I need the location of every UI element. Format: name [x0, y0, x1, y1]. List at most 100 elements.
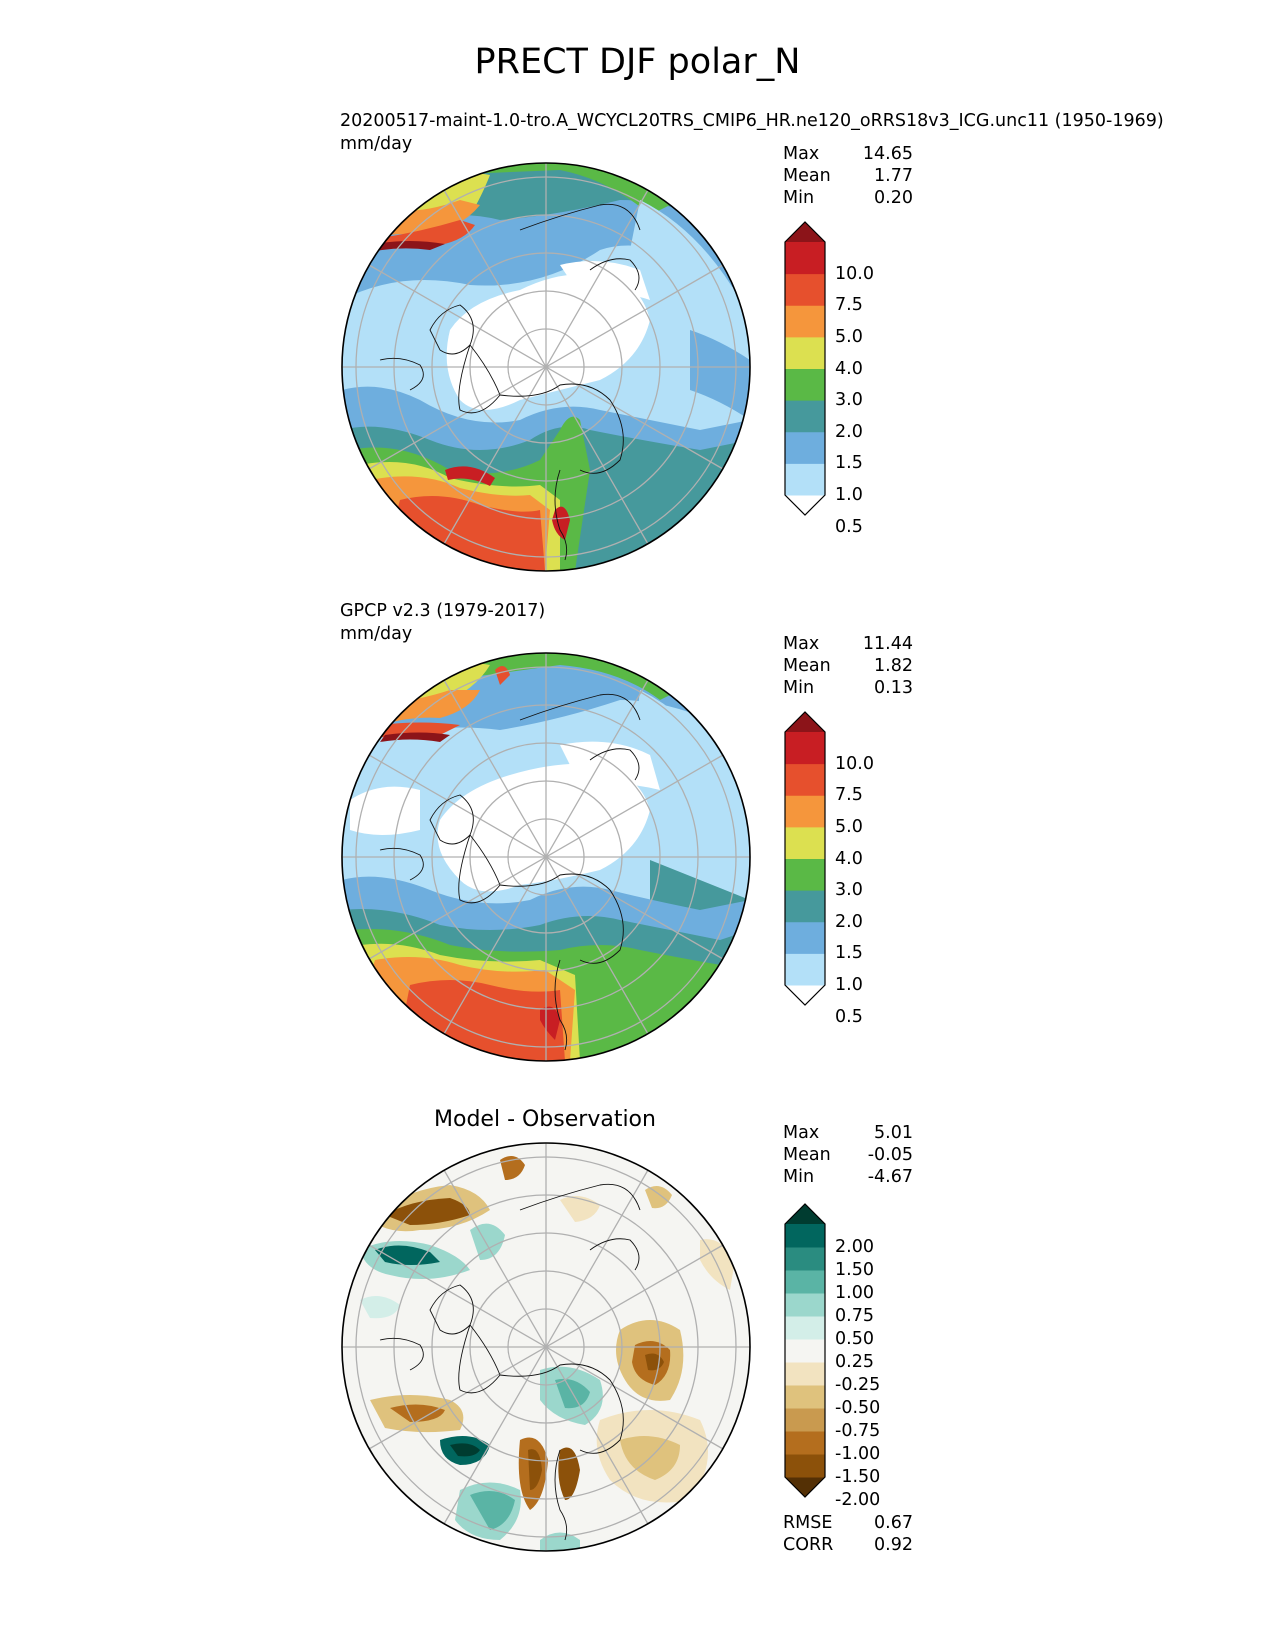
- panel-2-units: mm/day: [340, 624, 413, 644]
- colorbar-outline: [784, 711, 826, 1006]
- colorbar-segment: [785, 826, 825, 859]
- colorbar-tick-label: 2.00: [835, 1237, 874, 1257]
- colorbar-outline: [784, 1203, 826, 1498]
- stat-value: 14.65: [862, 144, 913, 164]
- colorbar-segment: [785, 431, 825, 464]
- colorbar-tick-label: 1.50: [835, 1260, 874, 1280]
- colorbar-tick-label: 1.5: [835, 453, 863, 474]
- map-panel-3: [341, 1142, 751, 1552]
- panel-1-units: mm/day: [340, 134, 413, 154]
- colorbar-segment: [785, 763, 825, 796]
- colorbar-segment: [785, 1385, 825, 1409]
- stat-label: Max: [783, 144, 820, 164]
- colorbar-segment: [785, 273, 825, 306]
- colorbar-extend-low: [785, 495, 825, 515]
- colorbar-segment: [785, 305, 825, 338]
- stat-label: Min: [783, 1167, 815, 1187]
- colorbar-segment: [785, 1293, 825, 1317]
- colorbar-segment: [785, 953, 825, 986]
- colorbar-segment: [785, 242, 825, 275]
- colorbar-tick-label: 0.5: [835, 1006, 863, 1027]
- panel-3-title: Model - Observation: [434, 1107, 656, 1132]
- panel-1-stats: Max 14.65 Mean 1.77 Min 0.20: [783, 143, 913, 209]
- stat-value: 1.82: [874, 656, 913, 676]
- stat-label: Mean: [783, 656, 831, 676]
- colorbar-tick-label: 10.0: [835, 263, 874, 284]
- map-panel-1: [341, 162, 751, 572]
- colorbar-segment: [785, 1224, 825, 1248]
- colorbar-tick-label: 5.0: [835, 326, 863, 347]
- colorbar-segment: [785, 1247, 825, 1271]
- stat-label: Min: [783, 678, 815, 698]
- colorbar-tick-label: 7.5: [835, 295, 863, 316]
- colorbar-2: [784, 711, 826, 1006]
- colorbar-segment: [785, 1316, 825, 1340]
- colorbar-segment: [785, 1431, 825, 1455]
- colorbar-tick-label: -1.00: [835, 1444, 881, 1464]
- stat-value: 0.13: [874, 678, 913, 698]
- colorbar-1: [784, 221, 826, 516]
- metric-value: 0.67: [874, 1513, 913, 1533]
- colorbar-segment: [785, 921, 825, 954]
- colorbar-segment: [785, 336, 825, 369]
- metric-label: CORR: [783, 1535, 834, 1555]
- colorbar-tick-label: 0.5: [835, 516, 863, 537]
- colorbar-tick-label: 7.5: [835, 785, 863, 806]
- panel-1-title: 20200517-maint-1.0-tro.A_WCYCL20TRS_CMIP…: [340, 111, 1164, 131]
- colorbar-tick-label: 1.0: [835, 975, 863, 995]
- stat-value: 0.20: [874, 188, 913, 208]
- colorbar-tick-label: 5.0: [835, 816, 863, 837]
- colorbar-extend-high: [785, 1204, 825, 1224]
- colorbar-segment: [785, 858, 825, 891]
- figure-title: PRECT DJF polar_N: [474, 42, 801, 82]
- stat-value: -4.67: [867, 1167, 913, 1187]
- stat-value: 11.44: [862, 634, 913, 654]
- colorbar-segment: [785, 1270, 825, 1294]
- colorbar-tick-label: 1.5: [835, 943, 863, 964]
- stat-value: -0.05: [867, 1145, 913, 1165]
- colorbar-segment: [785, 368, 825, 401]
- stat-label: Mean: [783, 1145, 831, 1165]
- colorbar-tick-label: -0.50: [835, 1398, 881, 1418]
- stat-label: Max: [783, 1123, 820, 1143]
- colorbar-extend-high: [785, 222, 825, 242]
- colorbar-tick-label: 0.75: [835, 1306, 874, 1326]
- panel-2-title: GPCP v2.3 (1979-2017): [340, 601, 546, 621]
- colorbar-segment: [785, 732, 825, 765]
- stat-value: 1.77: [874, 166, 913, 186]
- colorbar-outline: [784, 221, 826, 516]
- panel-3-stats: Max 5.01 Mean -0.05 Min -4.67: [783, 1122, 913, 1188]
- colorbar-tick-label: 4.0: [835, 848, 863, 869]
- panel-3-metrics: RMSE 0.67 CORR 0.92: [783, 1512, 913, 1556]
- stat-label: Max: [783, 634, 820, 654]
- colorbar-segment: [785, 1454, 825, 1478]
- colorbar-tick-label: 1.00: [835, 1283, 874, 1303]
- colorbar-tick-label: -0.25: [835, 1375, 881, 1395]
- stat-value: 5.01: [874, 1123, 913, 1143]
- colorbar-segment: [785, 1408, 825, 1432]
- colorbar-extend-high: [785, 712, 825, 732]
- colorbar-segment: [785, 400, 825, 433]
- colorbar-segment: [785, 795, 825, 828]
- colorbar-tick-label: 2.0: [835, 421, 863, 442]
- metric-value: 0.92: [874, 1535, 913, 1555]
- map-panel-2: [341, 652, 751, 1062]
- colorbar-segment: [785, 1339, 825, 1363]
- colorbar-tick-label: 0.50: [835, 1329, 874, 1349]
- colorbar-tick-label: 1.0: [835, 485, 863, 505]
- colorbar-tick-label: 0.25: [835, 1352, 874, 1372]
- colorbar-tick-label: 2.0: [835, 911, 863, 932]
- colorbar-segment: [785, 890, 825, 923]
- metric-label: RMSE: [783, 1513, 833, 1533]
- stat-label: Mean: [783, 166, 831, 186]
- colorbar-segment: [785, 1362, 825, 1386]
- colorbar-tick-label: -0.75: [835, 1421, 881, 1441]
- colorbar-extend-low: [785, 1477, 825, 1497]
- colorbar-tick-label: 4.0: [835, 358, 863, 379]
- colorbar-extend-low: [785, 985, 825, 1005]
- colorbar-tick-label: -2.00: [835, 1490, 881, 1510]
- stat-label: Min: [783, 188, 815, 208]
- colorbar-tick-label: 10.0: [835, 753, 874, 774]
- colorbar-tick-label: 3.0: [835, 390, 863, 411]
